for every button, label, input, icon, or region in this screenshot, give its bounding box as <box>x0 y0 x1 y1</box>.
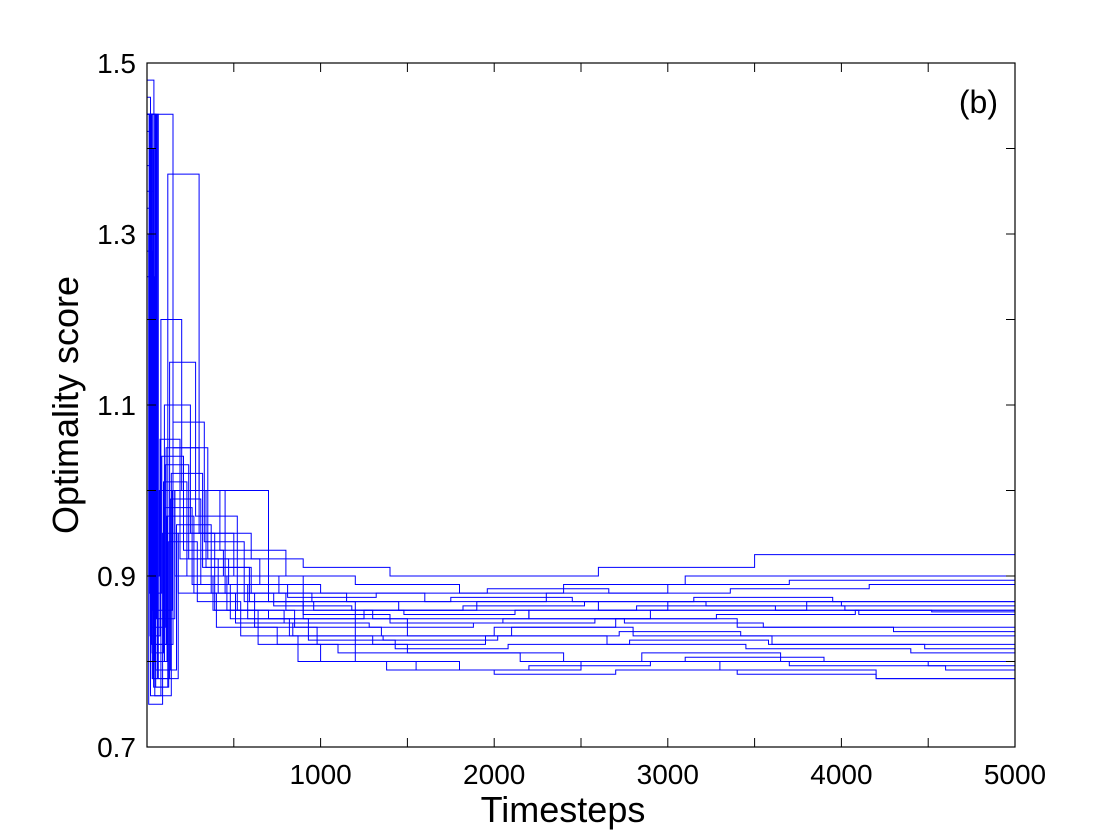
series-line-5 <box>147 233 1015 705</box>
x-tick-label: 5000 <box>984 759 1046 790</box>
series-line-22 <box>147 113 1015 680</box>
x-tick-label: 4000 <box>810 759 872 790</box>
y-tick-label: 1.5 <box>97 48 136 79</box>
series-line-4 <box>147 113 1015 688</box>
series-line-21 <box>147 250 1015 615</box>
x-tick-label: 2000 <box>463 759 525 790</box>
y-tick-label: 1.1 <box>97 390 136 421</box>
series-line-8 <box>147 113 1015 620</box>
x-tick-label: 3000 <box>637 759 699 790</box>
y-axis-title: Optimality score <box>45 276 86 534</box>
y-tick-label: 0.7 <box>97 732 136 763</box>
series-line-15 <box>147 190 1015 688</box>
y-tick-label: 1.3 <box>97 219 136 250</box>
series-line-12 <box>147 113 1015 645</box>
series-line-18 <box>147 113 1015 671</box>
panel-label: (b) <box>959 84 998 120</box>
series-line-13 <box>147 319 1015 671</box>
y-tick-label: 0.9 <box>97 561 136 592</box>
axis-ticks <box>147 62 1016 748</box>
series-lines <box>147 79 1015 705</box>
series-line-19 <box>147 207 1015 628</box>
x-tick-label: 1000 <box>289 759 351 790</box>
series-line-1 <box>147 113 1015 680</box>
series-line-3 <box>147 79 1015 662</box>
x-axis-title: Timesteps <box>481 789 646 830</box>
series-line-16 <box>147 113 1015 654</box>
series-line-6 <box>147 113 1015 645</box>
series-line-14 <box>147 113 1015 603</box>
series-line-10 <box>147 113 1015 620</box>
series-line-7 <box>147 148 1015 680</box>
axis-tick-labels: 1000 2000 3000 4000 5000 0.7 0.9 1.1 1.3 1.5 <box>97 48 1046 790</box>
series-line-20 <box>147 113 1015 662</box>
series-line-17 <box>147 130 1015 637</box>
series-line-11 <box>147 165 1015 662</box>
